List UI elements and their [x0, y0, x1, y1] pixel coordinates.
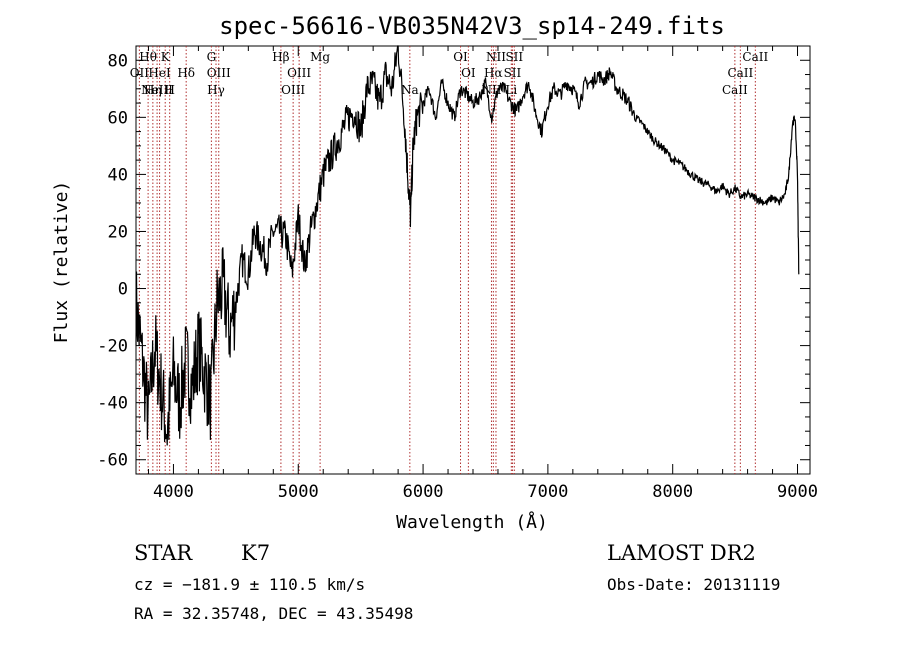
y-tick-label: 0	[118, 280, 128, 300]
emission-line-label: HeI	[148, 66, 171, 80]
emission-line-label: OI	[453, 50, 468, 64]
emission-line-label: SII	[505, 50, 523, 64]
y-tick-label: 60	[108, 108, 128, 128]
emission-line-label: Hα	[484, 66, 503, 80]
emission-line-label: Mg	[310, 50, 330, 64]
emission-line-label: CaII	[722, 83, 748, 97]
x-tick-label: 5000	[278, 482, 319, 502]
emission-line-label: OIII	[207, 66, 231, 80]
emission-line-label: G	[207, 50, 217, 64]
observation-date: Obs-Date: 20131119	[607, 575, 780, 594]
plot-frame	[135, 45, 811, 475]
chart-title: spec-56616-VB035N42V3_sp14-249.fits	[219, 12, 725, 40]
emission-line-label: SII	[504, 66, 522, 80]
emission-line-label: Li	[505, 83, 517, 97]
emission-line-label: CaII	[742, 50, 768, 64]
emission-line-label: OIII	[287, 66, 311, 80]
coordinates: RA = 32.35748, DEC = 43.35498	[134, 604, 413, 623]
x-tick-label: 8000	[652, 482, 693, 502]
x-tick-label: 7000	[527, 482, 568, 502]
emission-line-label: Hθ	[139, 50, 157, 64]
y-tick-label: 40	[108, 165, 128, 185]
emission-line-label: CaII	[727, 66, 753, 80]
x-axis-label: Wavelength (Å)	[396, 511, 548, 533]
x-axis-ticks: 4000 5000 6000 7000 8000 9000	[147, 46, 818, 502]
emission-line-label: K	[161, 50, 171, 64]
y-tick-label: 80	[108, 51, 128, 71]
x-tick-label: 9000	[777, 482, 818, 502]
x-tick-label: 6000	[403, 482, 444, 502]
spectrum-line	[135, 45, 800, 446]
y-axis-ticks: -60 -40 -20 0 20 40 60 80	[97, 51, 810, 471]
y-tick-label: -20	[97, 337, 128, 357]
emission-line-label: Hδ	[177, 66, 195, 80]
survey-name: LAMOST DR2	[607, 541, 756, 565]
emission-line-markers	[138, 46, 756, 474]
redshift-velocity: cz = −181.9 ± 110.5 km/s	[134, 575, 365, 594]
emission-line-label: OI	[461, 66, 476, 80]
emission-line-label: Hγ	[207, 83, 225, 97]
y-tick-label: -40	[97, 394, 128, 414]
emission-line-label: NII	[486, 50, 506, 64]
emission-line-label: Na	[401, 83, 419, 97]
object-class: STAR	[134, 541, 193, 565]
y-axis-label: Flux (relative)	[51, 181, 72, 344]
emission-line-label: OII	[130, 66, 150, 80]
y-tick-label: -60	[97, 451, 128, 471]
emission-line-label: Hβ	[272, 50, 289, 64]
object-subclass: K7	[241, 541, 270, 565]
emission-line-label: Hη	[144, 83, 162, 97]
emission-line-label: NeIII	[141, 83, 173, 97]
emission-line-label: OIII	[281, 83, 305, 97]
emission-line-label: H	[164, 83, 174, 97]
x-tick-label: 4000	[153, 482, 194, 502]
y-tick-label: 20	[108, 222, 128, 242]
